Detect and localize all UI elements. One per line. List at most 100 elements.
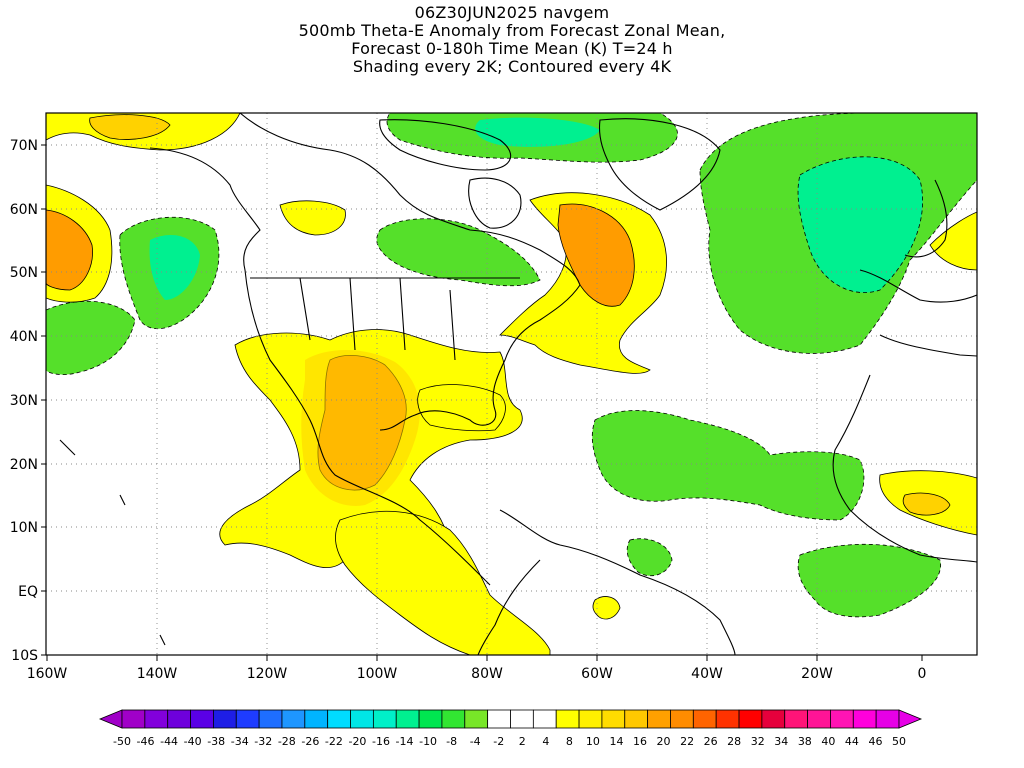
- region-hudson-negative: [376, 218, 541, 287]
- colorbar-swatch: [807, 709, 831, 729]
- x-tick-label: 140W: [137, 666, 178, 682]
- colorbar-right-arrow: [898, 709, 923, 729]
- x-axis-labels: 160W 140W 120W 100W 80W 60W 40W 20W 0: [27, 655, 927, 682]
- y-tick-label: 30N: [10, 393, 38, 409]
- colorbar-label: 22: [680, 735, 694, 748]
- region-south-atlantic-positive: [592, 596, 621, 620]
- colorbar-swatch: [395, 709, 420, 729]
- colorbar-label: -32: [254, 735, 272, 748]
- lat-lon-grid: [46, 113, 977, 655]
- colorbar-label: -34: [231, 735, 249, 748]
- colorbar-label: -8: [446, 735, 457, 748]
- title-line-1: 06Z30JUN2025 navgem: [414, 3, 610, 22]
- colorbar-swatch: [441, 709, 466, 729]
- colorbar-label: 40: [821, 735, 835, 748]
- x-tick-label: 20W: [801, 666, 833, 682]
- region-tropical-atlantic-negative: [591, 410, 865, 521]
- y-tick-label: 10S: [11, 648, 38, 664]
- region-africa-gold: [902, 492, 951, 516]
- colorbar-swatch: [304, 709, 329, 729]
- region-central-america-positive: [335, 510, 551, 655]
- colorbar-label: 2: [519, 735, 526, 748]
- x-tick-label: 80W: [471, 666, 503, 682]
- title-line-3: Forecast 0-180h Time Mean (K) T=24 h: [351, 39, 673, 58]
- title-line-4: Shading every 2K; Contoured every 4K: [352, 57, 672, 76]
- colorbar-swatch: [235, 709, 260, 729]
- region-europe-positive: [929, 211, 977, 271]
- y-tick-label: 20N: [10, 457, 38, 473]
- x-tick-label: 160W: [27, 666, 68, 682]
- colorbar-swatch: [144, 709, 169, 729]
- region-greenland-teal: [475, 117, 600, 147]
- colorbar-label: 16: [633, 735, 647, 748]
- region-equatorial-negative: [626, 538, 673, 577]
- colorbar-swatch: [464, 709, 489, 729]
- colorbar-swatch: [578, 709, 603, 729]
- colorbar-label: -2: [493, 735, 504, 748]
- region-nw-pacific-orange: [46, 209, 93, 291]
- colorbar-swatch: [601, 709, 626, 729]
- colorbar-swatch: [692, 709, 717, 729]
- colorbar-label: 32: [751, 735, 765, 748]
- colorbar-swatch: [121, 709, 146, 729]
- region-canada-positive: [279, 200, 346, 236]
- colorbar-swatch: [830, 709, 854, 729]
- colorbar-label: -4: [470, 735, 481, 748]
- coastlines: [59, 113, 977, 655]
- colorbar-label: -28: [278, 735, 296, 748]
- colorbar-swatch: [715, 709, 740, 729]
- colorbar-swatch: [487, 709, 511, 729]
- region-florida-positive: [417, 384, 506, 432]
- x-tick-label: 40W: [691, 666, 723, 682]
- y-axis-labels: 70N 60N 50N 40N 30N 20N 10N EQ 10S: [10, 138, 46, 664]
- colorbar-label: -50: [113, 735, 131, 748]
- colorbar-label: -44: [160, 735, 178, 748]
- chart-title: 06Z30JUN2025 navgem 500mb Theta-E Anomal…: [0, 4, 1024, 76]
- colorbar-swatch: [875, 709, 900, 729]
- colorbar-swatch: [167, 709, 191, 729]
- region-north-atlantic-teal: [797, 156, 923, 293]
- colorbar-swatch: [761, 709, 786, 729]
- colorbar-label: 44: [845, 735, 859, 748]
- region-east-pacific-negative: [46, 300, 136, 375]
- colorbar-swatch: [510, 709, 534, 729]
- colorbar-swatch: [418, 709, 443, 729]
- x-tick-label: 60W: [581, 666, 613, 682]
- colorbar-label: 38: [798, 735, 812, 748]
- colorbar-swatch: [852, 709, 877, 729]
- colorbar-label: 4: [542, 735, 549, 748]
- colorbar-label: 50: [892, 735, 906, 748]
- title-line-2: 500mb Theta-E Anomaly from Forecast Zona…: [298, 21, 726, 40]
- colorbar-swatch: [213, 709, 237, 729]
- region-alaska-gold: [89, 114, 171, 140]
- colorbar-label: 34: [774, 735, 788, 748]
- colorbar-label: -26: [301, 735, 319, 748]
- y-tick-label: 70N: [10, 138, 38, 154]
- y-tick-label: 50N: [10, 265, 38, 281]
- x-tick-label: 120W: [247, 666, 288, 682]
- colorbar: -50 -46 -44 -40 -38 -34 -32 -28 -26 -22 -20 -16 -14-…: [98, 709, 923, 748]
- colorbar-label: 26: [704, 735, 718, 748]
- x-tick-label: 100W: [357, 666, 398, 682]
- region-mexico-gold: [301, 350, 420, 506]
- region-pacific-teal: [149, 235, 200, 300]
- colorbar-swatch: [532, 709, 557, 729]
- colorbar-label: -38: [207, 735, 225, 748]
- shaded-anomaly-field: [46, 113, 977, 655]
- y-tick-label: 40N: [10, 329, 38, 345]
- colorbar-label: -40: [184, 735, 202, 748]
- x-tick-label: 0: [918, 666, 927, 682]
- region-west-africa-negative: [797, 543, 942, 618]
- colorbar-label: 20: [657, 735, 671, 748]
- colorbar-label: -20: [348, 735, 366, 748]
- colorbar-label: 28: [727, 735, 741, 748]
- colorbar-swatch: [281, 709, 306, 729]
- colorbar-label: -22: [325, 735, 343, 748]
- colorbar-swatch: [555, 709, 580, 729]
- colorbar-swatch: [350, 709, 374, 729]
- colorbar-swatch: [670, 709, 694, 729]
- colorbar-swatch: [372, 709, 397, 729]
- colorbar-swatch: [784, 709, 808, 729]
- colorbar-swatch: [647, 709, 671, 729]
- colorbar-label: 8: [566, 735, 573, 748]
